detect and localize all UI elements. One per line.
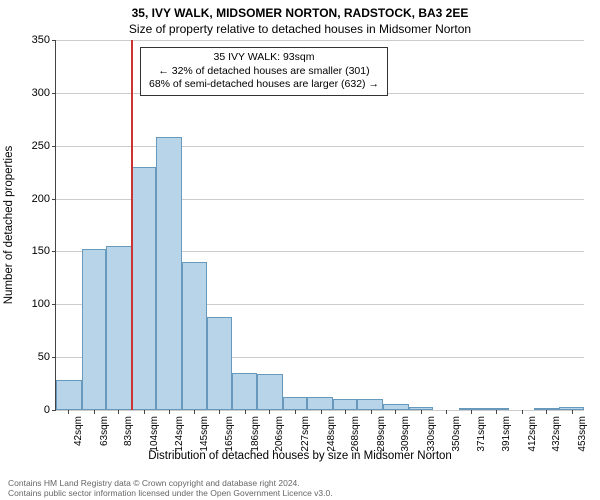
ytick-label: 0	[10, 404, 50, 416]
x-axis-label: Distribution of detached houses by size …	[0, 450, 600, 462]
xtick-mark	[245, 410, 246, 414]
ytick-label: 150	[10, 245, 50, 257]
histogram-bar	[307, 397, 333, 410]
annotation-box: 35 IVY WALK: 93sqm ← 32% of detached hou…	[140, 47, 388, 96]
histogram-bar	[132, 167, 157, 410]
xtick-mark	[546, 410, 547, 414]
xtick-mark	[295, 410, 296, 414]
xtick-mark	[395, 410, 396, 414]
ytick-mark	[52, 304, 56, 305]
annotation-line: 68% of semi-detached houses are larger (…	[149, 78, 379, 92]
annotation-line: ← 32% of detached houses are smaller (30…	[149, 65, 379, 79]
xtick-mark	[118, 410, 119, 414]
gridline	[56, 40, 584, 41]
ytick-label: 50	[10, 351, 50, 363]
xtick-mark	[421, 410, 422, 414]
xtick-mark	[522, 410, 523, 414]
ytick-mark	[52, 93, 56, 94]
y-axis-label: Number of detached properties	[3, 146, 15, 305]
xtick-mark	[269, 410, 270, 414]
xtick-mark	[371, 410, 372, 414]
reference-line	[131, 40, 133, 410]
footer-attribution: Contains HM Land Registry data © Crown c…	[8, 478, 333, 498]
ytick-mark	[52, 146, 56, 147]
histogram-bar	[56, 380, 82, 410]
xtick-mark	[496, 410, 497, 414]
histogram-bar	[182, 262, 207, 410]
xtick-mark	[94, 410, 95, 414]
histogram-bar	[257, 374, 283, 410]
xtick-mark	[169, 410, 170, 414]
xtick-mark	[68, 410, 69, 414]
histogram-bar	[207, 317, 233, 410]
xtick-mark	[572, 410, 573, 414]
ytick-mark	[52, 357, 56, 358]
footer-line: Contains public sector information licen…	[8, 488, 333, 498]
histogram-bar	[106, 246, 132, 410]
ytick-mark	[52, 410, 56, 411]
ytick-label: 350	[10, 34, 50, 46]
ytick-mark	[52, 199, 56, 200]
histogram-bar	[156, 137, 182, 410]
title-address: 35, IVY WALK, MIDSOMER NORTON, RADSTOCK,…	[0, 0, 600, 20]
ytick-label: 100	[10, 298, 50, 310]
histogram-bar	[82, 249, 107, 410]
ytick-mark	[52, 40, 56, 41]
histogram-bar	[232, 373, 257, 410]
ytick-label: 300	[10, 87, 50, 99]
xtick-mark	[446, 410, 447, 414]
xtick-mark	[144, 410, 145, 414]
histogram-bar	[333, 399, 358, 410]
annotation-line: 35 IVY WALK: 93sqm	[149, 51, 379, 65]
ytick-label: 200	[10, 193, 50, 205]
xtick-mark	[345, 410, 346, 414]
histogram-bar	[283, 397, 308, 410]
gridline	[56, 146, 584, 147]
xtick-mark	[321, 410, 322, 414]
ytick-mark	[52, 251, 56, 252]
footer-line: Contains HM Land Registry data © Crown c…	[8, 478, 333, 488]
chart-container: 35, IVY WALK, MIDSOMER NORTON, RADSTOCK,…	[0, 0, 600, 500]
xtick-mark	[219, 410, 220, 414]
title-subtitle: Size of property relative to detached ho…	[0, 20, 600, 36]
xtick-mark	[194, 410, 195, 414]
histogram-bar	[357, 399, 383, 410]
xtick-mark	[471, 410, 472, 414]
ytick-label: 250	[10, 140, 50, 152]
